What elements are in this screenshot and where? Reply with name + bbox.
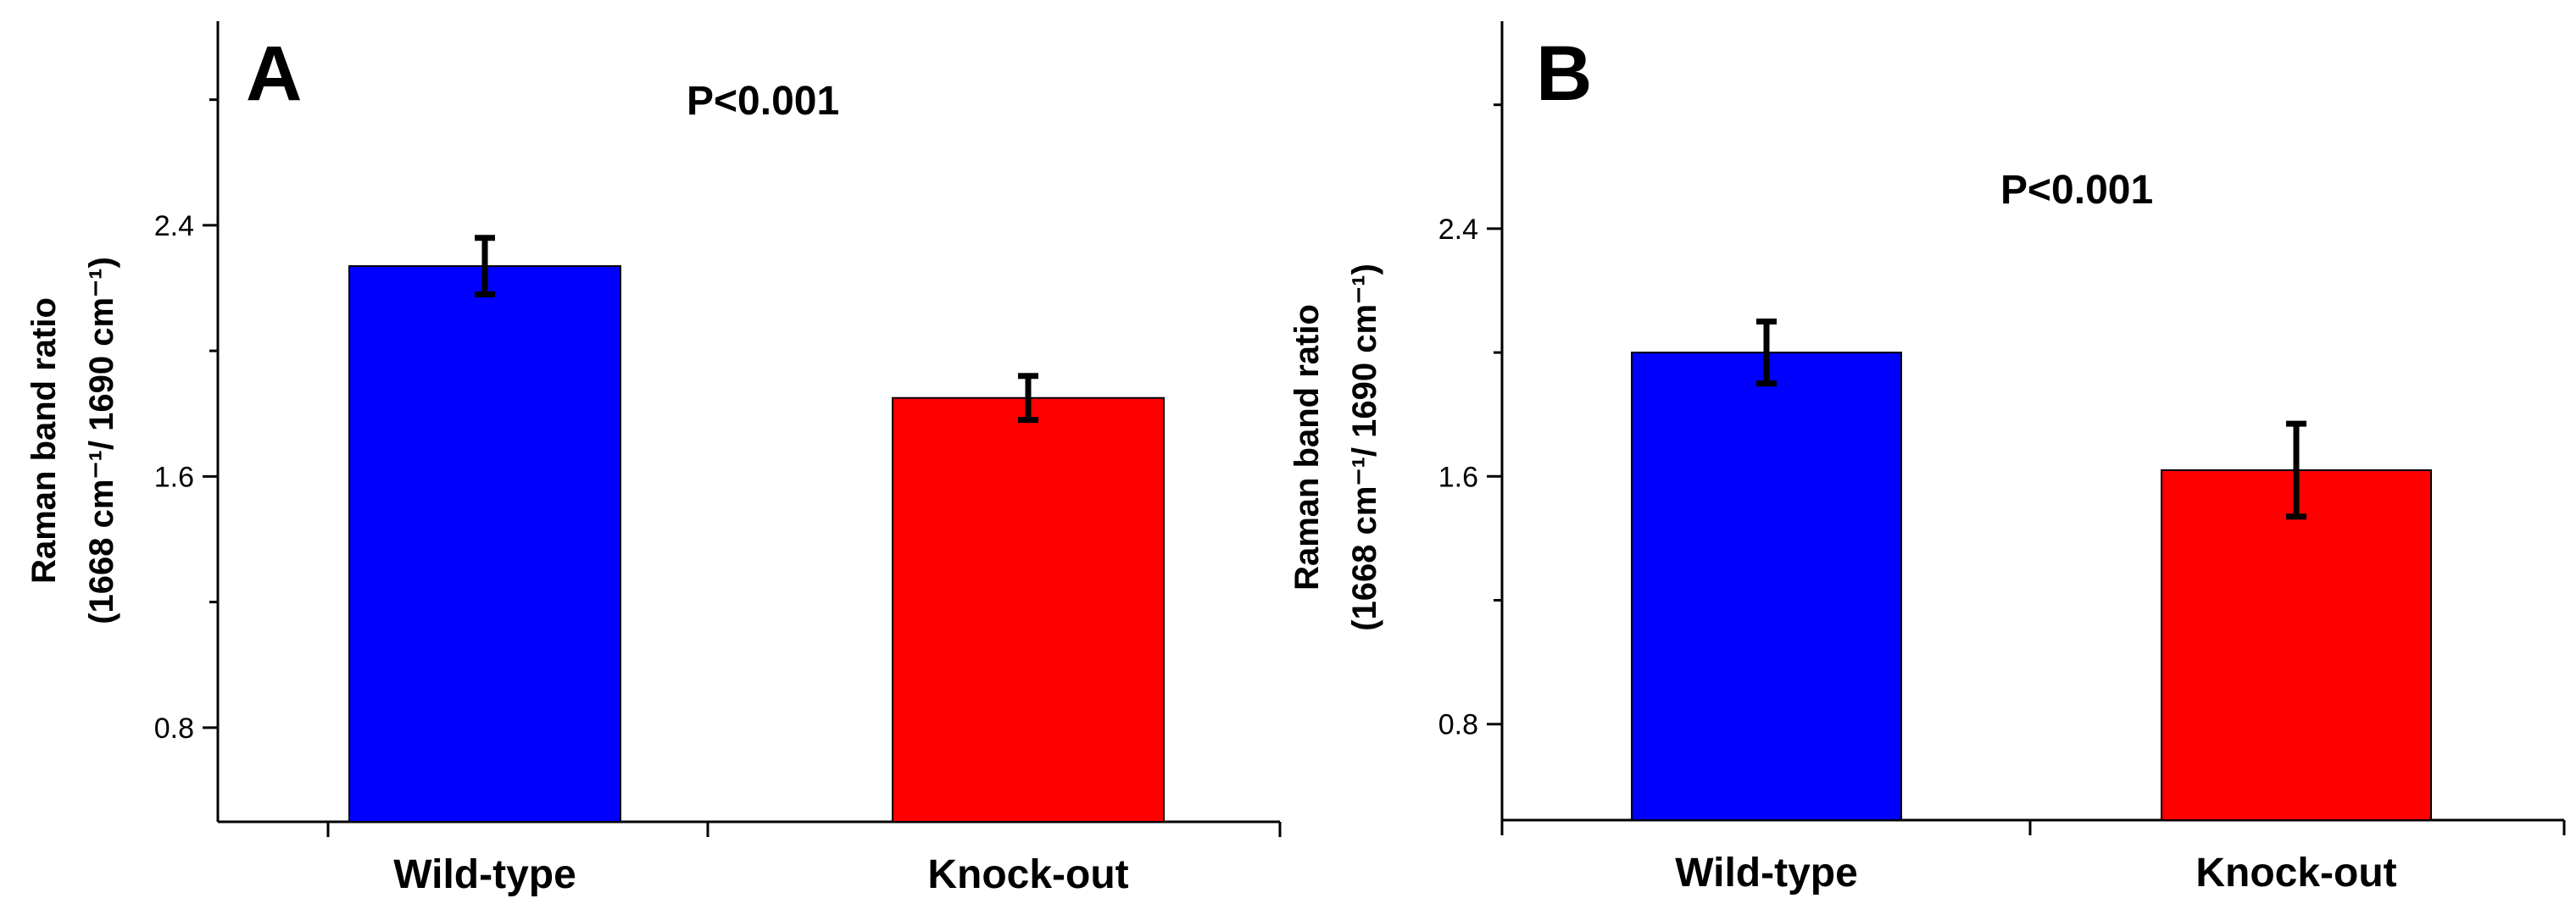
- panel-a-y-axis-label-line1: Raman band ratio: [25, 297, 63, 584]
- panel-b-category-label-knock-out: Knock-out: [2195, 851, 2396, 896]
- panel-a-y-axis-label: Raman band ratio (1668 cm⁻¹/ 1690 cm⁻¹): [25, 257, 120, 624]
- panel-b-category-label-wild-type: Wild-type: [1675, 851, 1858, 896]
- panel-b-letter: B: [1536, 30, 1592, 117]
- panel-b-y-axis-label-line1: Raman band ratio: [1288, 304, 1326, 591]
- panel-b-y-tick-label: 2.4: [1438, 214, 1478, 246]
- panel-b-plot: 0.8 1.6 2.4 Wild-type Knock-out: [1438, 21, 2566, 896]
- panel-b-y-axis-label: Raman band ratio (1668 cm⁻¹/ 1690 cm⁻¹): [1288, 263, 1383, 631]
- panel-a-y-tick-label: 1.6: [154, 461, 194, 493]
- panel-b-y-tick-label: 0.8: [1438, 709, 1478, 741]
- panel-a-letter: A: [246, 30, 302, 117]
- panel-b-y-axis-label-line2: (1668 cm⁻¹/ 1690 cm⁻¹): [1346, 263, 1383, 631]
- panel-a-category-label-wild-type: Wild-type: [393, 852, 576, 897]
- panel-b: B P<0.001 Raman band ratio (1668 cm⁻¹/ 1…: [1288, 21, 2566, 896]
- panel-b-p-value: P<0.001: [2000, 168, 2153, 213]
- panel-a-y-axis-label-line2: (1668 cm⁻¹/ 1690 cm⁻¹): [83, 257, 120, 624]
- panel-a-bar-knock-out: [892, 396, 1165, 823]
- panel-a-category-label-knock-out: Knock-out: [927, 852, 1128, 897]
- panel-a-p-value: P<0.001: [687, 79, 839, 124]
- panel-b-bar-knock-out: [2161, 469, 2432, 821]
- panel-b-y-tick-label: 1.6: [1438, 461, 1478, 493]
- panel-a-bar-wild-type: [348, 265, 621, 823]
- panel-a: A P<0.001 Raman band ratio (1668 cm⁻¹/ 1…: [25, 21, 1282, 897]
- panel-b-bar-wild-type: [1631, 352, 1902, 821]
- panel-a-y-tick-label: 0.8: [154, 713, 194, 745]
- panel-a-plot: 0.8 1.6 2.4 Wild-type Knock-out: [154, 21, 1282, 897]
- panel-a-y-tick-label: 2.4: [154, 210, 194, 242]
